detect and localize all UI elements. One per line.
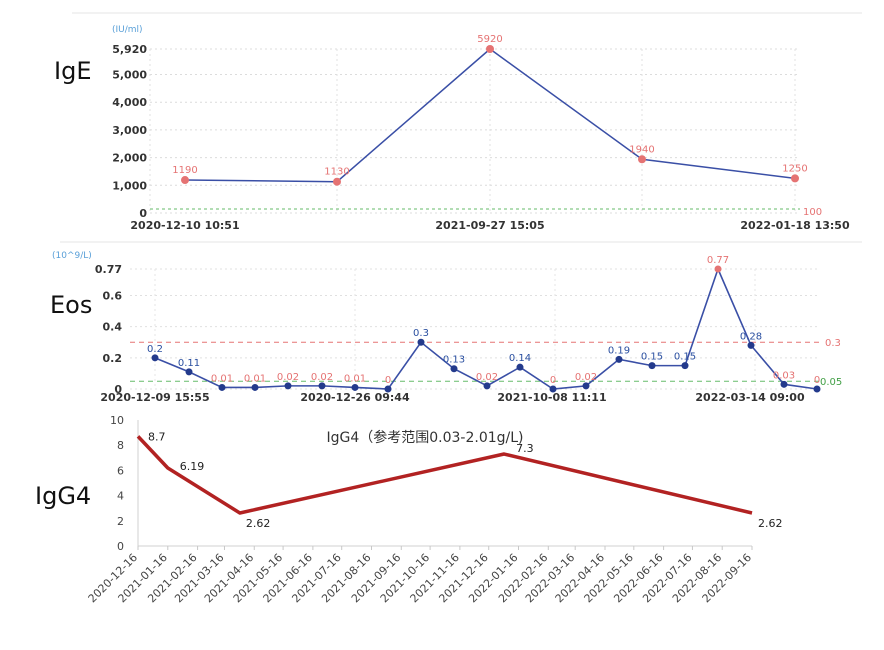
- eos-y-tick: 0: [114, 383, 122, 396]
- eos-data-point: [185, 368, 193, 376]
- igg4-y-tick: 0: [117, 540, 124, 553]
- igg4-y-tick: 2: [117, 515, 124, 528]
- igg4-y-tick: 10: [110, 414, 124, 427]
- eos-data-label: 0.2: [147, 344, 163, 355]
- ige-y-tick: 3,000: [112, 124, 147, 137]
- eos-x-tick: 2020-12-09 15:55: [100, 391, 209, 404]
- ige-data-point: [181, 176, 189, 185]
- ige-y-tick: 5,920: [112, 43, 147, 56]
- eos-data-label: 0.02: [311, 372, 333, 383]
- eos-data-label: 0.15: [641, 352, 663, 363]
- eos-data-label: 0: [385, 375, 391, 386]
- ige-data-label: 1130: [324, 167, 349, 178]
- eos-data-point: [251, 383, 259, 391]
- eos-data-label: 0.28: [740, 331, 762, 342]
- eos-data-label: 0: [814, 375, 820, 386]
- eos-data-point: [714, 265, 722, 273]
- eos-data-label: 0.3: [413, 328, 429, 339]
- eos-data-label: 0.19: [608, 345, 630, 356]
- igg4-series-line: [136, 435, 753, 515]
- ige-y-tick: 5,000: [112, 68, 147, 81]
- ige-data-point: [486, 45, 494, 53]
- eos-data-label: 0.01: [244, 373, 266, 384]
- eos-data-point: [384, 385, 392, 393]
- eos-y-tick: 0.6: [103, 289, 123, 302]
- eos-data-label: 0.14: [509, 353, 531, 364]
- eos-data-label: 0.03: [773, 370, 795, 381]
- ige-data-label: 1190: [172, 165, 197, 176]
- ige-y-tick: 4,000: [112, 96, 147, 109]
- eos-data-label: 0.77: [707, 255, 729, 266]
- igg4-y-tick: 4: [117, 490, 124, 503]
- ige-data-point: [638, 155, 646, 164]
- eos-data-point: [218, 383, 226, 391]
- ige-data-label: 1940: [629, 144, 654, 155]
- eos-data-point: [615, 355, 623, 363]
- eos-data-label: 0.13: [443, 355, 465, 366]
- ige-data-point: [791, 174, 799, 183]
- eos-data-point: [681, 362, 689, 370]
- ige-unit-label: (IU/ml): [112, 25, 143, 35]
- eos-data-point: [450, 365, 458, 373]
- eos-unit-label: (10^9/L): [52, 251, 92, 261]
- ige-x-tick: 2022-01-18 13:50: [740, 219, 850, 232]
- eos-chart-label: Eos: [50, 291, 93, 319]
- ige-y-tick: 1,000: [112, 179, 147, 192]
- eos-data-label: 0.01: [211, 373, 233, 384]
- eos-data-label: 0.02: [575, 372, 597, 383]
- igg4-data-label: 2.62: [246, 517, 271, 530]
- igg4-data-label: 7.3: [516, 442, 534, 455]
- ige-x-tick: 2021-09-27 15:05: [435, 219, 544, 232]
- eos-data-label: 0.11: [178, 358, 200, 369]
- eos-data-label: 0.02: [476, 372, 498, 383]
- eos-data-label: 0.15: [674, 352, 696, 363]
- ige-data-label: 5920: [477, 34, 502, 45]
- ige-x-tick: 2020-12-10 10:51: [130, 219, 239, 232]
- eos-data-point: [318, 382, 326, 390]
- igg4-y-tick: 6: [117, 464, 124, 477]
- igg4-chart-label: IgG4: [35, 482, 92, 510]
- eos-data-point: [483, 382, 491, 390]
- igg4-y-tick: 8: [117, 439, 124, 452]
- ige-y-tick: 2,000: [112, 152, 147, 165]
- eos-data-label: 0: [550, 375, 556, 386]
- eos-data-point: [351, 383, 359, 391]
- eos-x-tick: 2021-10-08 11:11: [497, 391, 606, 404]
- eos-data-point: [648, 362, 656, 370]
- eos-data-label: 0.01: [344, 373, 366, 384]
- eos-data-point: [151, 354, 159, 362]
- eos-x-tick: 2020-12-26 09:44: [300, 391, 410, 404]
- eos-data-point: [582, 382, 590, 390]
- eos-data-point: [780, 380, 788, 388]
- igg4-chart-title: IgG4（参考范围0.03-2.01g/L): [326, 429, 523, 446]
- igg4-data-label: 6.19: [180, 460, 205, 473]
- eos-data-point: [549, 385, 557, 393]
- igg4-data-label: 2.62: [758, 517, 783, 530]
- eos-reference-low-label: 0.05: [820, 377, 842, 388]
- ige-reference-label: 100: [803, 207, 822, 218]
- eos-y-tick: 0.77: [95, 263, 122, 276]
- igg4-data-label: 8.7: [148, 430, 166, 443]
- eos-data-point: [747, 341, 755, 349]
- eos-x-tick: 2022-03-14 09:00: [695, 391, 805, 404]
- eos-reference-high-label: 0.3: [825, 338, 841, 349]
- eos-data-point: [417, 338, 425, 346]
- ige-chart-label: IgE: [54, 57, 92, 85]
- eos-data-point: [813, 385, 821, 393]
- eos-data-point: [516, 363, 524, 371]
- ige-data-label: 1250: [782, 163, 807, 174]
- eos-data-label: 0.02: [277, 372, 299, 383]
- ige-data-point: [333, 177, 341, 186]
- eos-data-point: [284, 382, 292, 390]
- eos-y-tick: 0.4: [103, 321, 123, 334]
- ige-y-tick: 0: [139, 207, 147, 220]
- eos-y-tick: 0.2: [103, 352, 123, 365]
